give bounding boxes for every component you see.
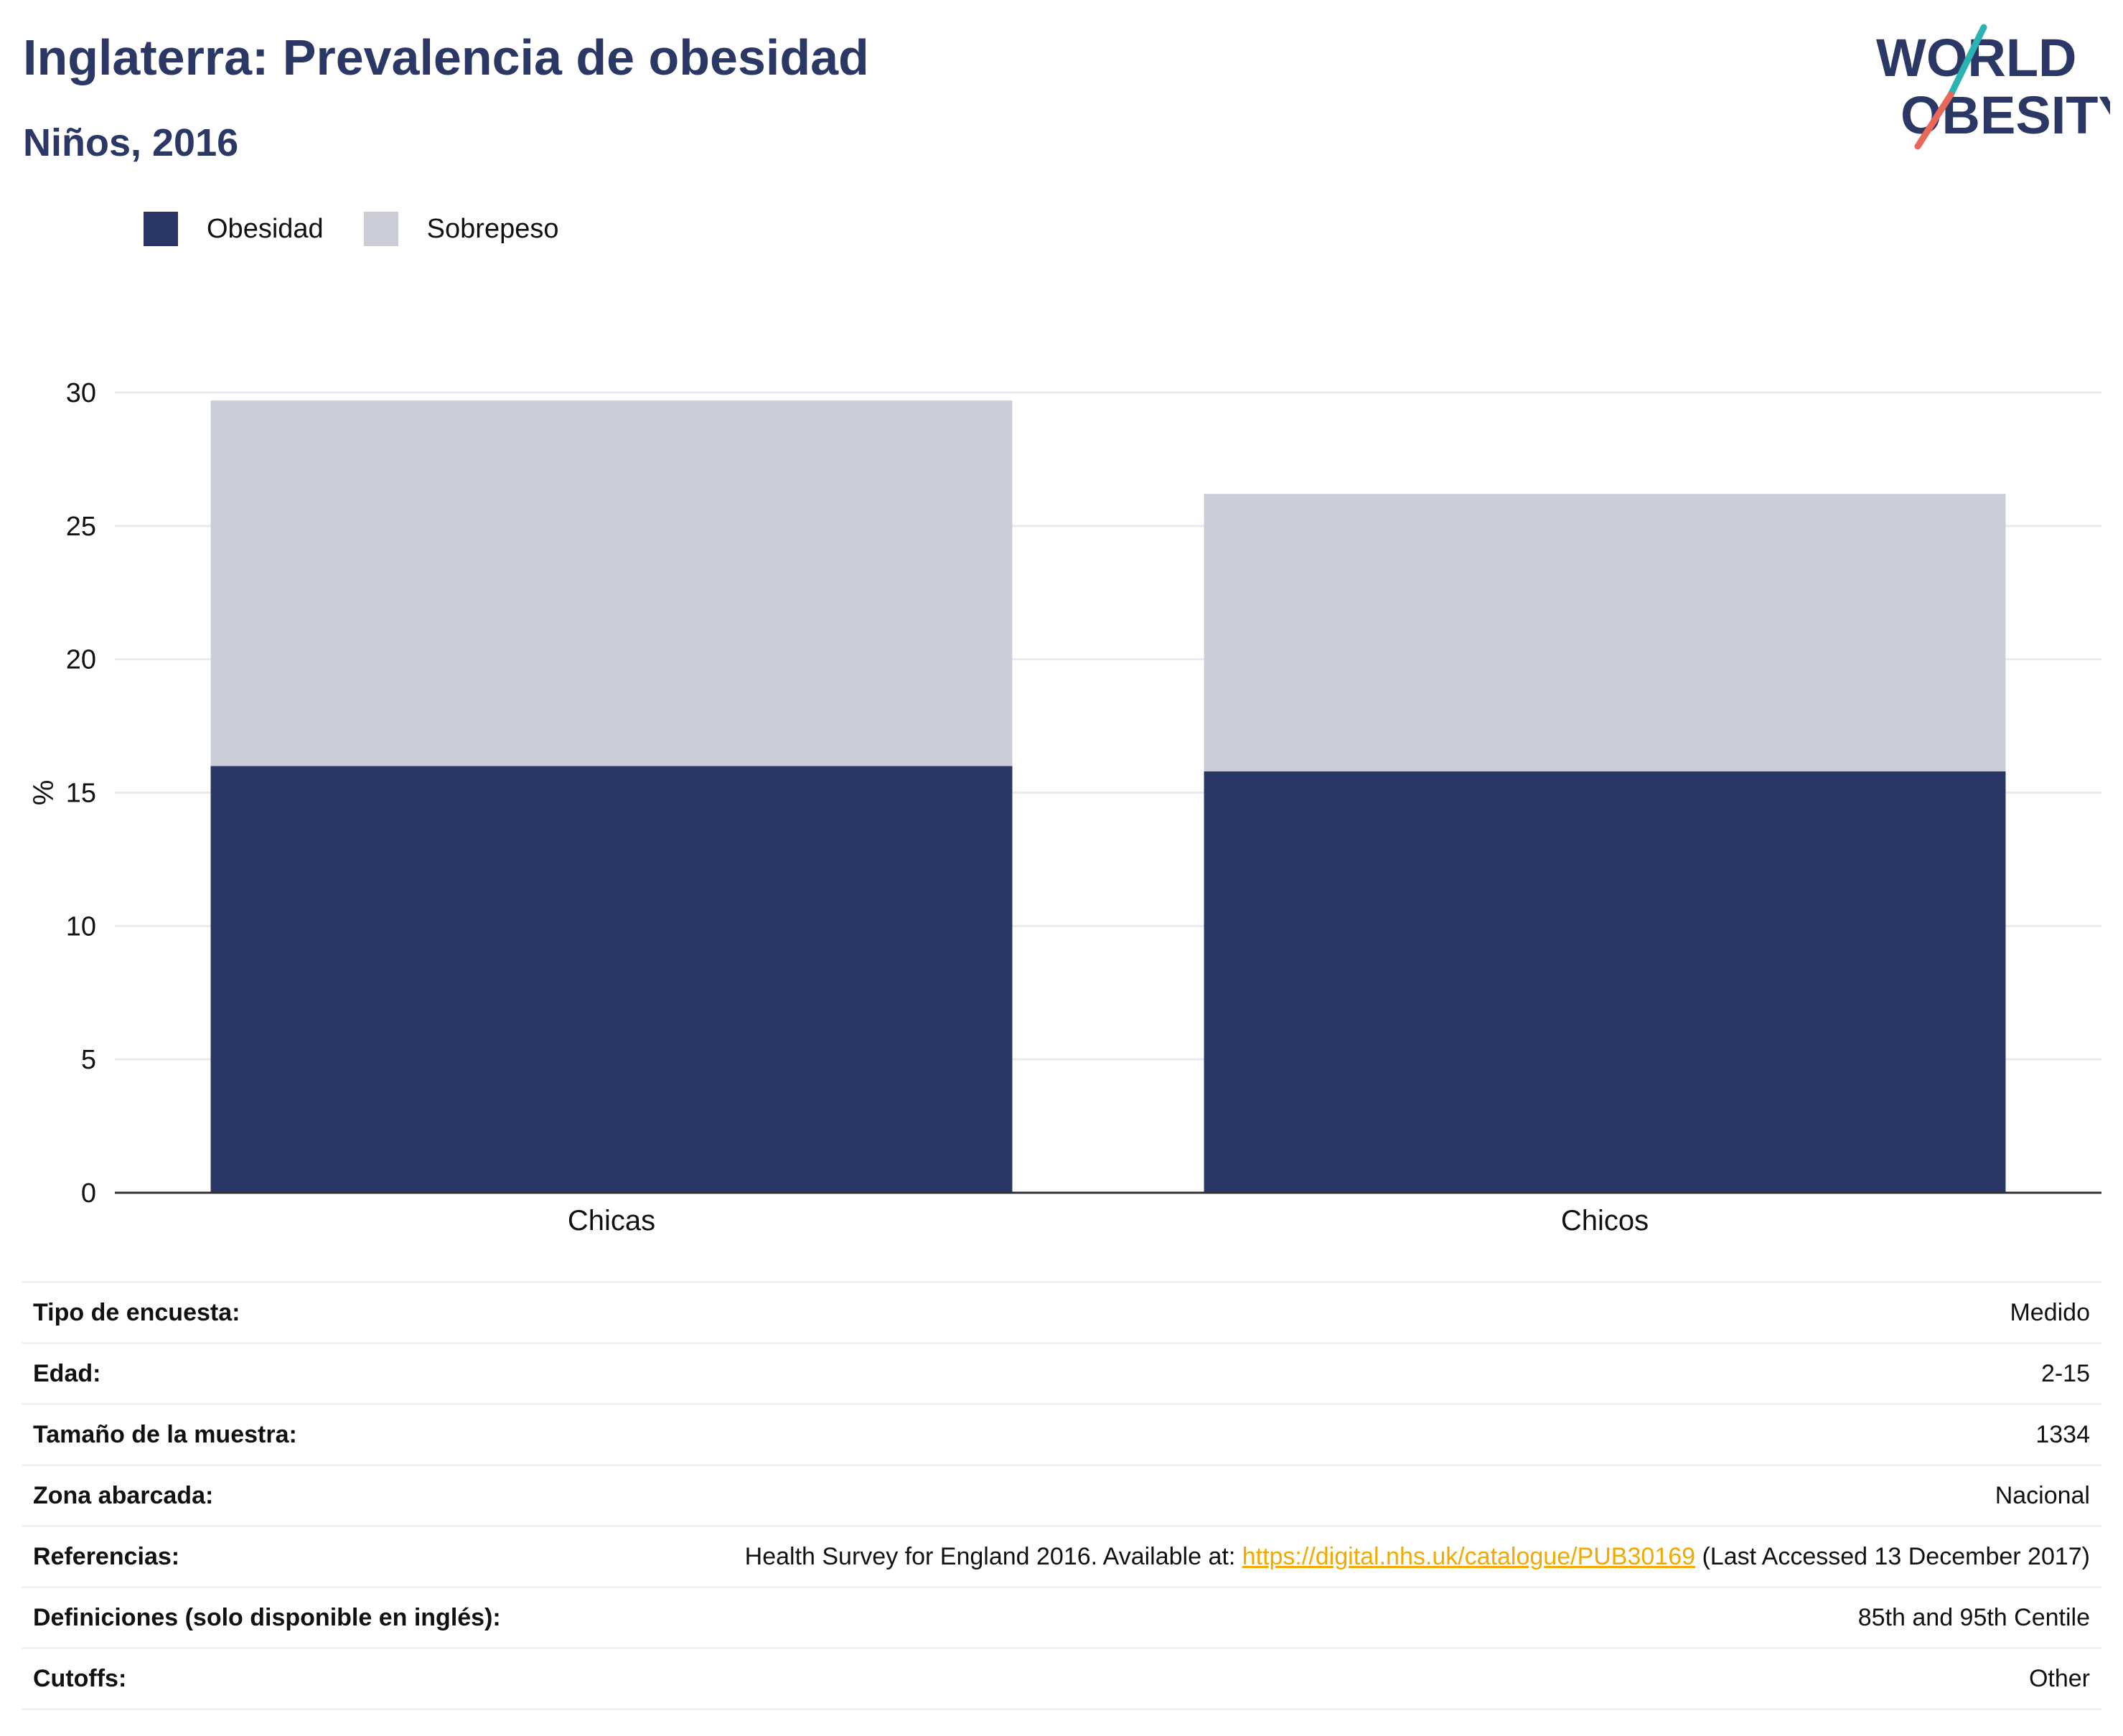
info-row-referencias: Referencias: Health Survey for England 2…: [22, 1525, 2101, 1588]
x-tick-label: Chicos: [1561, 1205, 1649, 1237]
x-tick-label: Chicas: [568, 1205, 655, 1237]
legend-item-obesidad[interactable]: Obesidad: [144, 212, 324, 246]
y-tick-label: 30: [66, 378, 96, 408]
bar-obesidad-chicos: [1204, 771, 2006, 1193]
info-value: Health Survey for England 2016. Availabl…: [571, 1525, 2101, 1588]
logo-slash-top: [1947, 24, 1987, 98]
info-key: Tamaño de la muestra:: [22, 1403, 571, 1466]
info-key: Cutoffs:: [22, 1647, 571, 1710]
y-tick-label: 5: [81, 1045, 96, 1075]
info-value: 85th and 95th Centile: [571, 1586, 2101, 1649]
info-row-edad: Edad: 2-15: [22, 1342, 2101, 1405]
legend-label-obesidad: Obesidad: [207, 213, 324, 244]
page-subtitle: Niños, 2016: [23, 121, 239, 164]
y-tick-label: 10: [66, 911, 96, 942]
info-value: 1334: [571, 1403, 2101, 1466]
info-key: Zona abarcada:: [22, 1464, 571, 1527]
info-key: Edad:: [22, 1342, 571, 1405]
info-row-definiciones: Definiciones (solo disponible en inglés)…: [22, 1586, 2101, 1649]
y-tick-label: 20: [66, 645, 96, 675]
y-tick-label: 0: [81, 1178, 96, 1209]
stacked-bar-chart: 0 5 10 15 20 25 30% Chicas Chicos: [28, 378, 2101, 1237]
info-value: Medido: [571, 1281, 2101, 1344]
info-value: Other: [571, 1647, 2101, 1710]
info-value: Nacional: [571, 1464, 2101, 1527]
info-row-zona: Zona abarcada: Nacional: [22, 1464, 2101, 1527]
y-tick-label: 25: [66, 512, 96, 542]
reference-prefix: Health Survey for England 2016. Availabl…: [744, 1542, 1242, 1570]
info-value: 2-15: [571, 1342, 2101, 1405]
world-obesity-logo: WORLD OBESITY: [1876, 24, 2110, 150]
page-title: Inglaterra: Prevalencia de obesidad: [23, 29, 869, 85]
bar-sobrepeso-chicas: [210, 400, 1013, 766]
legend-label-sobrepeso: Sobrepeso: [426, 213, 559, 244]
reference-link[interactable]: https://digital.nhs.uk/catalogue/PUB3016…: [1242, 1542, 1696, 1570]
legend-swatch-sobrepeso: [363, 212, 398, 246]
y-axis-label: %: [28, 780, 60, 806]
info-row-cutoffs: Cutoffs: Other: [22, 1647, 2101, 1710]
y-tick-label: 15: [66, 779, 96, 809]
logo-slash-bottom: [1914, 91, 1954, 150]
legend-swatch-obesidad: [144, 212, 178, 246]
info-key: Definiciones (solo disponible en inglés)…: [22, 1586, 571, 1649]
info-key: Referencias:: [22, 1525, 571, 1588]
info-row-muestra: Tamaño de la muestra: 1334: [22, 1403, 2101, 1466]
info-row-tipo: Tipo de encuesta: Medido: [22, 1281, 2101, 1344]
legend-item-sobrepeso[interactable]: Sobrepeso: [363, 212, 559, 246]
chart-legend: Obesidad Sobrepeso: [144, 212, 599, 246]
bar-sobrepeso-chicos: [1204, 494, 2006, 771]
survey-info-table: Tipo de encuesta: Medido Edad: 2-15 Tama…: [22, 1281, 2101, 1710]
info-key: Tipo de encuesta:: [22, 1281, 571, 1344]
bar-obesidad-chicas: [210, 766, 1013, 1193]
reference-suffix: (Last Accessed 13 December 2017): [1695, 1542, 2090, 1570]
